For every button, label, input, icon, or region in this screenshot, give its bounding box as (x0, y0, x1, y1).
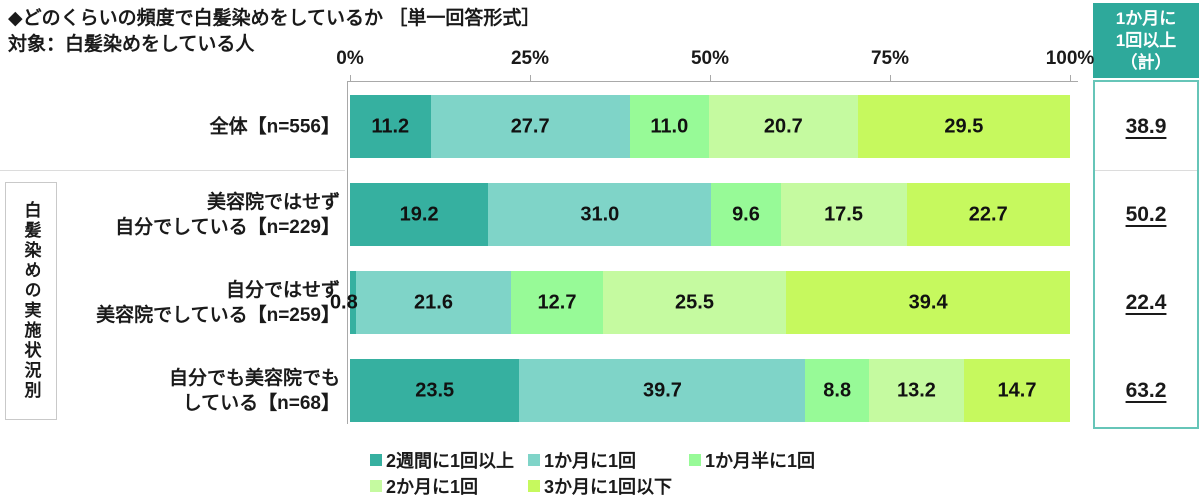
legend-item: 1か月半に1回 (689, 447, 815, 473)
legend-item: 3か月に1回以下 (528, 473, 672, 499)
bar-value-label: 11.2 (371, 115, 410, 137)
axis-tick-label: 50% (690, 48, 730, 69)
bar-segment (350, 271, 356, 334)
bar-value-label: 13.2 (897, 379, 936, 401)
bar-segment: 17.5 (780, 183, 907, 246)
bar-value-label: 22.7 (968, 203, 1008, 225)
summary-value: 63.2 (1125, 378, 1167, 402)
bar-value-label: 20.7 (763, 115, 803, 137)
row-separator-left (0, 170, 345, 171)
axis-tick-label: 25% (510, 48, 550, 69)
row-label-line: 美容院ではせず (206, 191, 340, 213)
summary-column-header: 1か月に 1回以上 （計） (1093, 3, 1199, 78)
axis-tick (530, 75, 531, 81)
bar-value-label: 21.6 (414, 291, 453, 313)
bar-value-label: 12.7 (537, 291, 577, 313)
legend-item: 2か月に1回 (370, 473, 478, 499)
axis-tick (710, 75, 711, 81)
bar-segment: 14.7 (964, 359, 1070, 422)
legend-item: 1か月に1回 (528, 447, 636, 473)
row-label-line: 美容院でしている【n=259】 (96, 304, 340, 326)
row-label-line: している【n=68】 (182, 392, 340, 414)
axis-tick-label: 75% (870, 48, 910, 69)
row-label: 自分ではせず美容院でしている【n=259】 (96, 278, 340, 328)
bar-value-label: 39.4 (908, 291, 948, 313)
bar-row: 19.2 31.0 9.6 17.5 22.7 (350, 183, 1070, 246)
bar-segment: 31.0 (488, 183, 712, 246)
group-label-box: 白髪染めの実施状況別 (5, 182, 57, 420)
bar-row: 23.5 39.7 8.8 13.2 14.7 (350, 359, 1070, 422)
axis-tick (350, 75, 351, 81)
title-block: ◆どのくらいの頻度で白髪染めをしているか ［単一回答形式］ 対象：白髪染めをして… (8, 6, 540, 58)
bar-segment: 39.4 (786, 271, 1070, 334)
bar-segment: 11.0 (629, 95, 709, 158)
bar-value-label: 19.2 (399, 203, 439, 225)
bar-value-label: 29.5 (944, 115, 984, 137)
row-label: 全体【n=556】 (210, 114, 340, 139)
summary-header-line1: 1か月に (1115, 8, 1177, 28)
legend-swatch (528, 480, 540, 492)
summary-values-box (1093, 80, 1199, 429)
axis-tick-label: 0% (336, 48, 364, 69)
bar-value-label: 14.7 (997, 379, 1037, 401)
bar-segment: 8.8 (805, 359, 869, 422)
summary-value: 38.9 (1125, 114, 1167, 138)
bar-segment: 11.2 (350, 95, 431, 158)
row-separator-right (1095, 170, 1197, 171)
legend-swatch (689, 454, 701, 466)
row-label-line: 全体【n=556】 (209, 116, 340, 137)
bar-segment: 9.6 (711, 183, 781, 246)
bar-segment: 39.7 (519, 359, 806, 422)
bar-segment: 13.2 (868, 359, 965, 422)
y-axis-line (347, 81, 348, 424)
chart-title: ◆どのくらいの頻度で白髪染めをしているか ［単一回答形式］ (8, 8, 541, 29)
row-label-line: 自分でしている【n=229】 (115, 216, 340, 238)
bar-value-label: 27.7 (510, 115, 550, 137)
bar-segment: 19.2 (350, 183, 489, 246)
legend-label: 3か月に1回以下 (544, 477, 673, 497)
legend-swatch (370, 480, 382, 492)
legend-swatch (528, 454, 540, 466)
bar-segment: 21.6 (355, 271, 512, 334)
legend-label: 1か月に1回 (544, 451, 637, 471)
bar-value-label: 25.5 (675, 291, 714, 313)
x-axis-line (347, 81, 1078, 82)
summary-header-line2: 1回以上 (1115, 30, 1177, 50)
bar-segment: 29.5 (857, 95, 1070, 158)
bar-segment: 22.7 (906, 183, 1070, 246)
bar-segment: 20.7 (708, 95, 858, 158)
summary-value: 22.4 (1125, 290, 1167, 314)
axis-tick-label: 100% (1045, 48, 1095, 69)
bar-segment: 23.5 (350, 359, 520, 422)
row-label: 美容院ではせず自分でしている【n=229】 (115, 190, 340, 240)
group-label: 白髪染めの実施状況別 (21, 201, 41, 401)
bar-value-label: 11.0 (650, 115, 689, 137)
row-label: 自分でも美容院でもしている【n=68】 (169, 366, 340, 416)
chart-subtitle: 対象：白髪染めをしている人 (8, 34, 255, 55)
bar-value-label: 39.7 (642, 379, 682, 401)
legend-swatch (370, 454, 382, 466)
bar-value-label: 31.0 (580, 203, 620, 225)
legend-label: 2週間に1回以上 (386, 451, 515, 471)
bar-segment: 12.7 (511, 271, 603, 334)
legend-label: 2か月に1回 (386, 477, 479, 497)
bar-row: 21.6 12.7 25.5 39.4 (350, 271, 1070, 334)
bar-segment: 27.7 (430, 95, 630, 158)
bar-value-label: 17.5 (824, 203, 863, 225)
bar-segment: 25.5 (602, 271, 787, 334)
bar-value-label: 9.6 (732, 203, 760, 225)
axis-tick (1070, 75, 1071, 81)
legend-item: 2週間に1回以上 (370, 447, 514, 473)
summary-value: 50.2 (1125, 202, 1167, 226)
bar-value-label: 8.8 (823, 379, 852, 401)
bar-value-label: 23.5 (415, 379, 455, 401)
axis-tick (890, 75, 891, 81)
legend-label: 1か月半に1回 (705, 451, 816, 471)
summary-header-line3: （計） (1120, 52, 1172, 72)
bar-row: 11.2 27.7 11.0 20.7 29.5 (350, 95, 1070, 158)
row-label-line: 自分ではせず (225, 279, 340, 301)
row-label-line: 自分でも美容院でも (168, 367, 340, 389)
bar-value-label-outside: 0.8 (329, 291, 358, 313)
